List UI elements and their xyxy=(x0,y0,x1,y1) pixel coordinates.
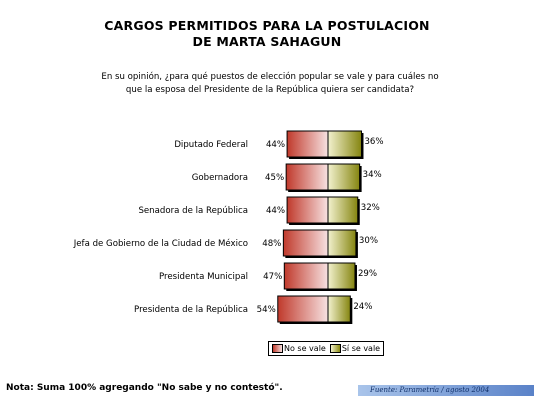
value-label-si: 30% xyxy=(359,236,378,246)
category-label: Presidenta de la República xyxy=(134,305,248,315)
bar-no-se-vale xyxy=(286,196,329,224)
value-label-no: 47% xyxy=(263,272,282,282)
legend-swatch-si xyxy=(329,344,341,353)
bar-si-se-vale xyxy=(327,262,356,290)
value-label-si: 36% xyxy=(364,137,383,147)
bar-no-se-vale xyxy=(282,229,329,257)
survey-question-line-2: que la esposa del Presidente de la Repúb… xyxy=(125,85,415,95)
chart-title-line-1: CARGOS PERMITIDOS PARA LA POSTULACION xyxy=(104,18,430,33)
category-label: Senadora de la República xyxy=(138,206,248,216)
value-label-no: 44% xyxy=(266,206,285,216)
bar-si-se-vale xyxy=(327,163,361,191)
value-label-no: 45% xyxy=(265,173,284,183)
value-label-si: 29% xyxy=(358,269,377,279)
value-label-si: 34% xyxy=(363,170,382,180)
category-label: Jefa de Gobierno de la Ciudad de México xyxy=(73,238,248,249)
bar-no-se-vale xyxy=(283,262,329,290)
legend-swatch-no xyxy=(272,344,283,353)
legend-label-si: Sí se vale xyxy=(341,344,381,353)
bar-si-se-vale xyxy=(327,196,359,224)
bar-si-se-vale xyxy=(327,295,351,323)
footnote: Nota: Suma 100% agregando "No sabe y no … xyxy=(6,383,283,393)
chart-legend: No se vale Sí se vale xyxy=(268,341,385,356)
category-label: Diputado Federal xyxy=(174,140,248,150)
bar-no-se-vale xyxy=(285,163,329,191)
bar-no-se-vale xyxy=(277,295,329,323)
value-label-si: 24% xyxy=(353,302,372,312)
value-label-si: 32% xyxy=(361,203,380,213)
chart-title: CARGOS PERMITIDOS PARA LA POSTULACION DE… xyxy=(0,18,534,50)
source-credit: Fuente: Parametría / agosto 2004 xyxy=(358,385,534,396)
value-label-no: 44% xyxy=(266,140,285,150)
survey-question-line-1: En su opinión, ¿para qué puestos de elec… xyxy=(101,72,439,82)
survey-question: En su opinión, ¿para qué puestos de elec… xyxy=(40,71,500,97)
bar-no-se-vale xyxy=(286,130,329,158)
legend-label-no: No se vale xyxy=(284,344,326,353)
category-label: Gobernadora xyxy=(192,173,248,183)
bar-si-se-vale xyxy=(327,229,357,257)
value-label-no: 54% xyxy=(257,305,276,315)
chart-title-line-2: DE MARTA SAHAGUN xyxy=(192,34,342,49)
bar-si-se-vale xyxy=(327,130,362,158)
value-label-no: 48% xyxy=(262,239,281,249)
category-label: Presidenta Municipal xyxy=(159,272,248,282)
